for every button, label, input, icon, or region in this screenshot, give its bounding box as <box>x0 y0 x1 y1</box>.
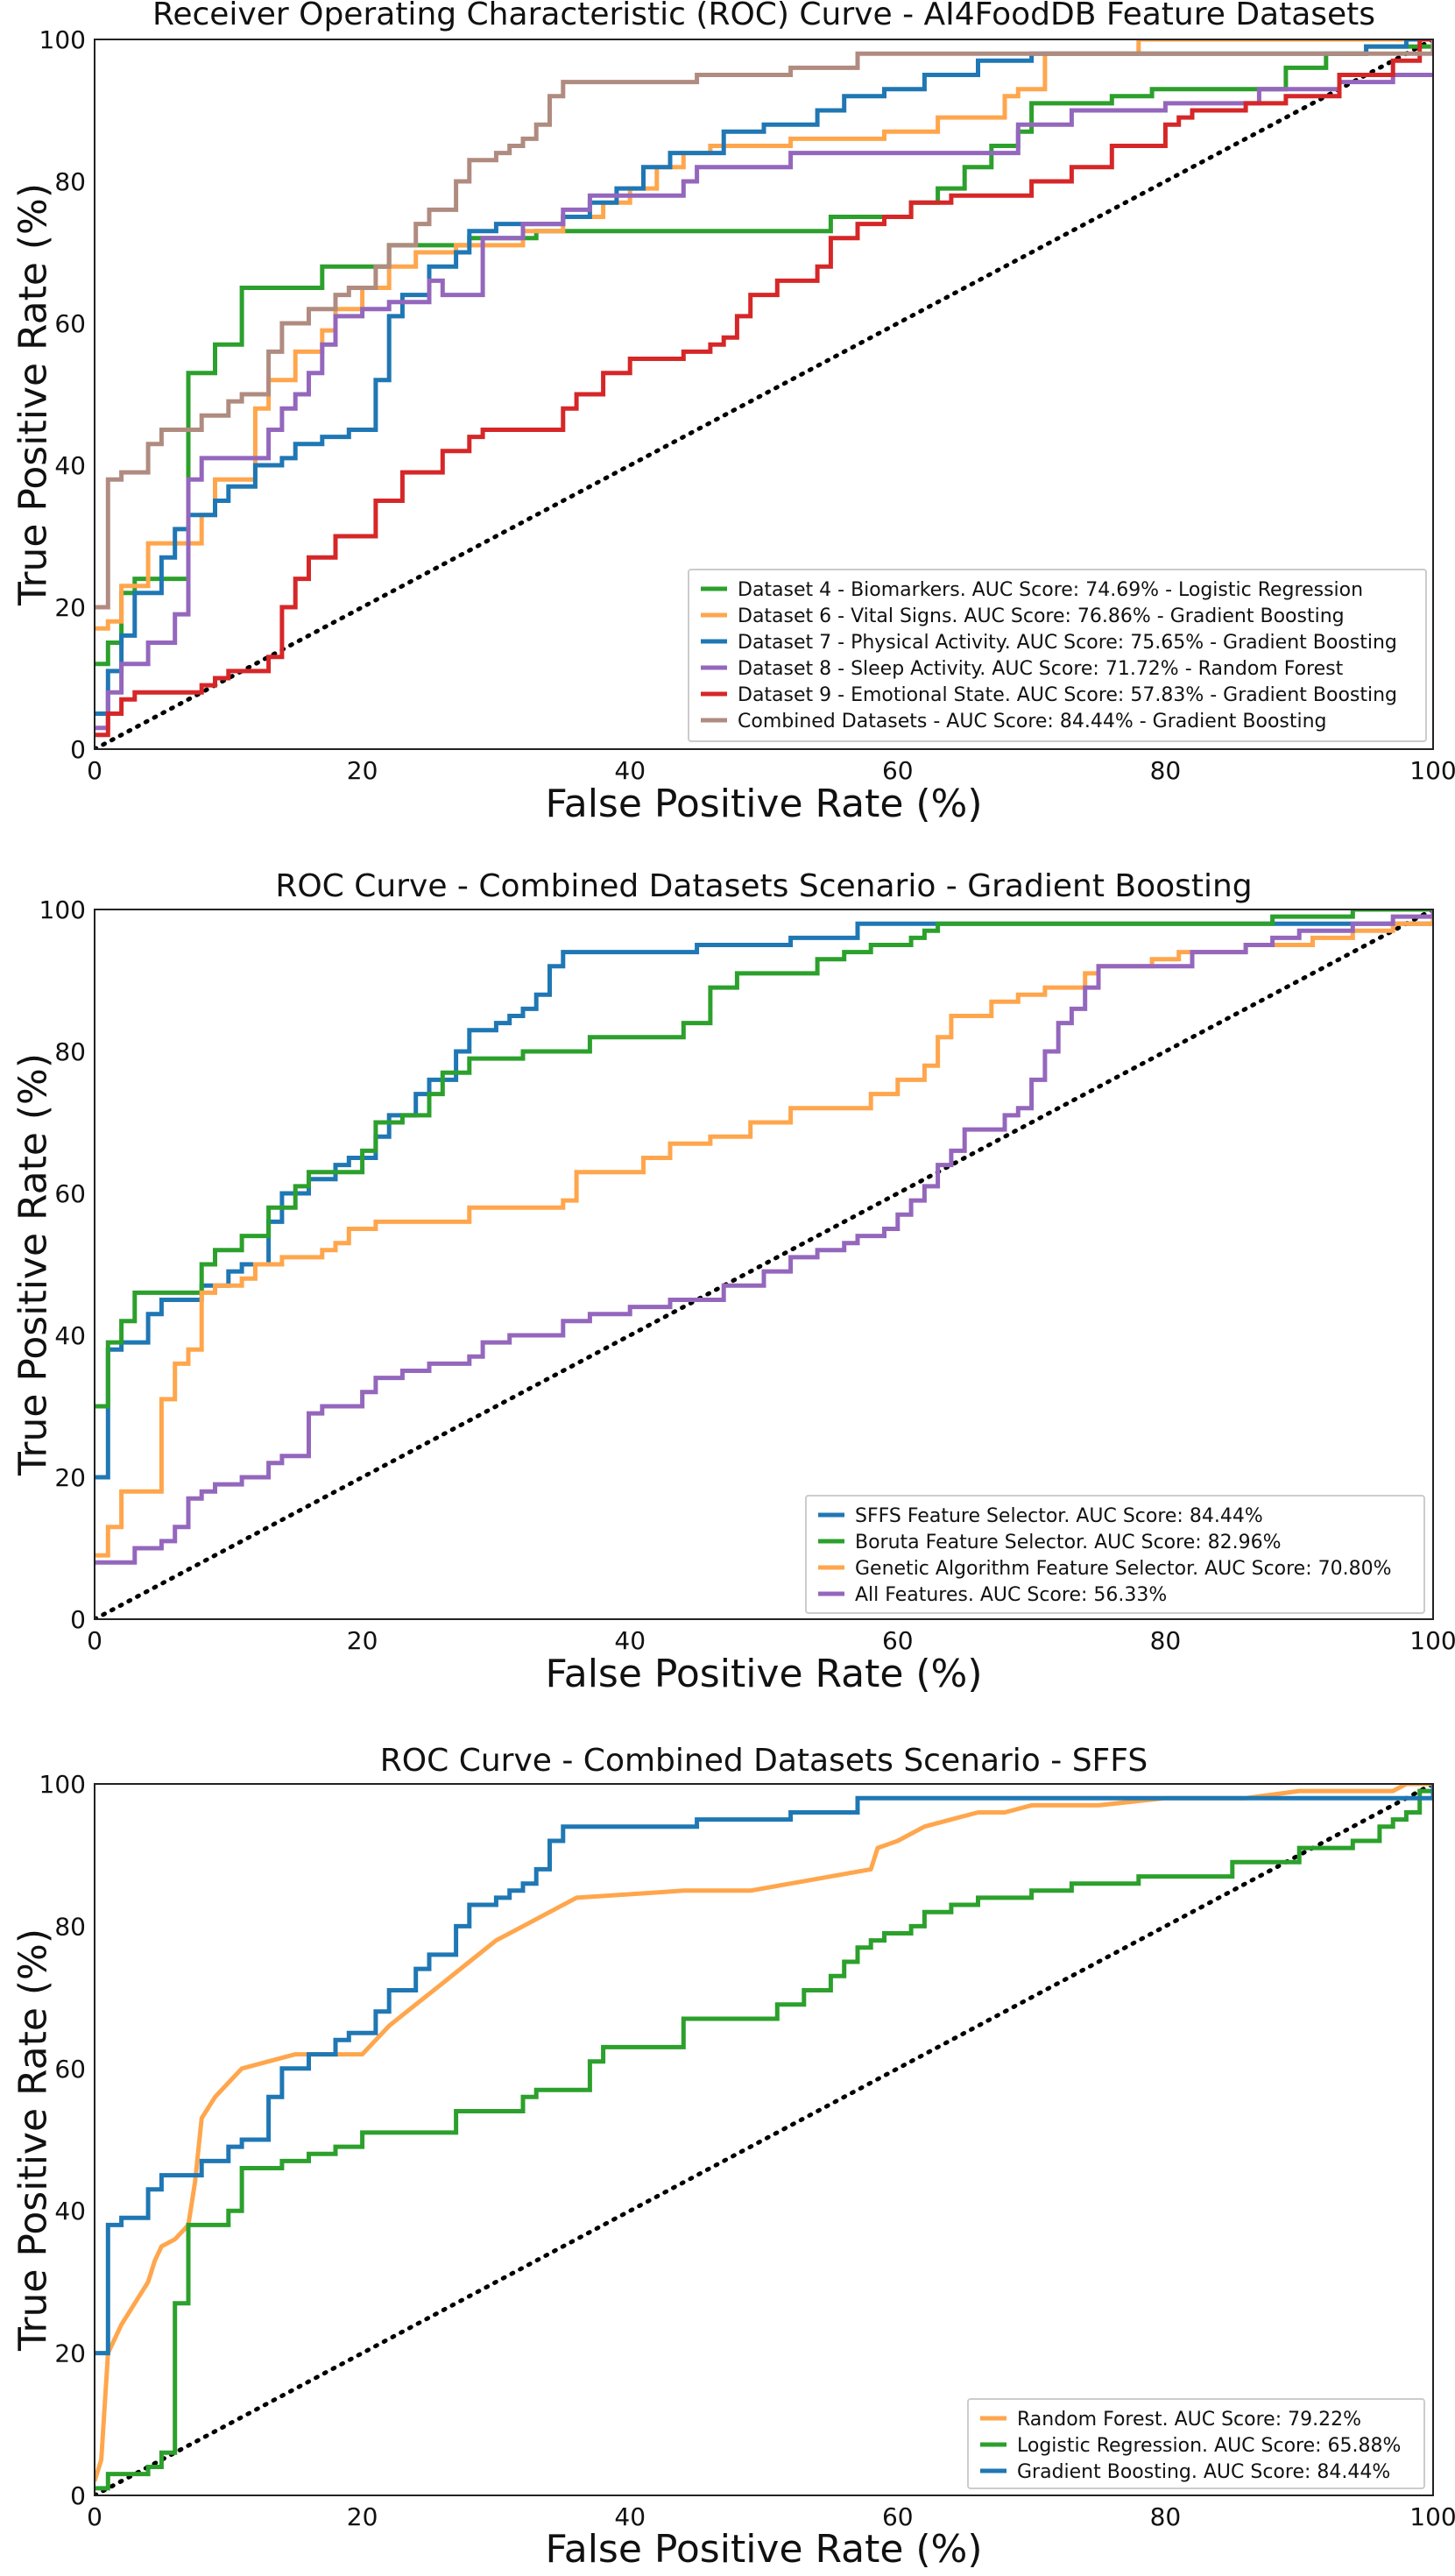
y-tick-label: 60 <box>54 309 86 338</box>
plot-frame <box>94 1783 1434 2496</box>
y-tick-label: 20 <box>54 1463 86 1492</box>
legend-entry: Dataset 4 - Biomarkers. AUC Score: 74.69… <box>738 579 1363 601</box>
y-tick-label: 40 <box>54 451 86 480</box>
series-line-6 <box>95 39 1433 610</box>
legend-entry: Dataset 6 - Vital Signs. AUC Score: 76.8… <box>738 605 1345 627</box>
legend-entry: Dataset 8 - Sleep Activity. AUC Score: 7… <box>738 658 1344 680</box>
legend-entry: Random Forest. AUC Score: 79.22% <box>1017 2409 1361 2431</box>
series-line-1 <box>95 1784 1433 2482</box>
x-tick-label: 80 <box>1150 1626 1182 1655</box>
legend-entry: Dataset 9 - Emotional State. AUC Score: … <box>738 684 1397 706</box>
chart-title: ROC Curve - Combined Datasets Scenario -… <box>275 868 1252 904</box>
plot-frame <box>94 909 1434 1620</box>
series-line-3 <box>95 1784 1433 2356</box>
legend-entry: Combined Datasets - AUC Score: 84.44% - … <box>738 711 1327 732</box>
y-tick-label: 0 <box>70 735 86 764</box>
legend-entry: Gradient Boosting. AUC Score: 84.44% <box>1017 2461 1390 2483</box>
legend: Dataset 4 - Biomarkers. AUC Score: 74.69… <box>688 569 1427 742</box>
y-axis-label: True Positive Rate (%) <box>11 1928 56 2352</box>
roc-chart-3: ROC Curve - Combined Datasets Scenario -… <box>11 1743 1455 2572</box>
x-axis-label: False Positive Rate (%) <box>545 782 982 826</box>
y-tick-label: 60 <box>54 2055 86 2084</box>
x-tick-label: 100 <box>1409 2502 1455 2531</box>
x-tick-label: 40 <box>614 2502 646 2531</box>
x-tick-label: 60 <box>882 756 914 785</box>
y-tick-label: 80 <box>54 1912 86 1941</box>
series-line-4 <box>95 909 1433 1565</box>
x-tick-label: 80 <box>1150 756 1182 785</box>
y-tick-label: 60 <box>54 1179 86 1208</box>
y-tick-label: 100 <box>39 1770 86 1799</box>
x-tick-label: 20 <box>347 756 378 785</box>
y-axis-label: True Positive Rate (%) <box>11 183 56 606</box>
x-tick-label: 100 <box>1409 1626 1455 1655</box>
legend-entry: Boruta Feature Selector. AUC Score: 82.9… <box>855 1532 1282 1553</box>
x-tick-label: 60 <box>882 2502 914 2531</box>
y-tick-label: 20 <box>54 2339 86 2368</box>
legend-entry: SFFS Feature Selector. AUC Score: 84.44% <box>855 1505 1263 1527</box>
legend: SFFS Feature Selector. AUC Score: 84.44%… <box>805 1495 1425 1614</box>
plot-frame <box>94 39 1434 750</box>
y-tick-label: 0 <box>70 1605 86 1634</box>
chance-diagonal-line <box>95 39 1433 749</box>
x-axis-label: False Positive Rate (%) <box>545 2527 982 2572</box>
series-line-2 <box>95 1784 1433 2491</box>
series-line-3 <box>95 909 1433 1558</box>
x-tick-label: 20 <box>347 1626 378 1655</box>
x-tick-label: 0 <box>87 2502 102 2531</box>
chart-title: Receiver Operating Characteristic (ROC) … <box>152 0 1375 32</box>
roc-chart-1: Receiver Operating Characteristic (ROC) … <box>11 0 1455 826</box>
y-tick-label: 80 <box>54 167 86 196</box>
chance-diagonal-line <box>95 909 1433 1619</box>
y-tick-label: 0 <box>70 2481 86 2510</box>
legend-box <box>688 569 1427 742</box>
legend-entry: Logistic Regression. AUC Score: 65.88% <box>1017 2435 1401 2457</box>
legend-entry: Dataset 7 - Physical Activity. AUC Score… <box>738 632 1397 654</box>
legend: Random Forest. AUC Score: 79.22% Logistic… <box>967 2398 1425 2489</box>
x-tick-label: 40 <box>614 1626 646 1655</box>
series-line-5 <box>95 39 1433 738</box>
y-tick-label: 80 <box>54 1037 86 1066</box>
y-tick-label: 100 <box>39 25 86 54</box>
series-line-4 <box>95 73 1433 731</box>
legend-entry: Genetic Algorithm Feature Selector. AUC … <box>855 1558 1392 1580</box>
chance-diagonal-line <box>95 1784 1433 2495</box>
y-axis-label: True Positive Rate (%) <box>11 1053 56 1476</box>
chart-title: ROC Curve - Combined Datasets Scenario -… <box>380 1743 1148 1779</box>
legend-box <box>805 1495 1425 1614</box>
x-axis-label: False Positive Rate (%) <box>545 1652 982 1696</box>
x-tick-label: 40 <box>614 756 646 785</box>
x-tick-label: 0 <box>87 1626 102 1655</box>
series-line-2 <box>95 39 1433 631</box>
roc-chart-2: ROC Curve - Combined Datasets Scenario -… <box>11 868 1455 1696</box>
series-line-2 <box>95 909 1433 1409</box>
legend-box <box>967 2398 1425 2489</box>
y-tick-label: 100 <box>39 895 86 924</box>
legend-entry: All Features. AUC Score: 56.33% <box>855 1584 1167 1606</box>
y-tick-label: 40 <box>54 1321 86 1350</box>
y-tick-label: 40 <box>54 2197 86 2226</box>
x-tick-label: 80 <box>1150 2502 1182 2531</box>
y-tick-label: 20 <box>54 593 86 622</box>
x-tick-label: 60 <box>882 1626 914 1655</box>
x-tick-label: 20 <box>347 2502 378 2531</box>
x-tick-label: 100 <box>1409 756 1455 785</box>
x-tick-label: 0 <box>87 756 102 785</box>
